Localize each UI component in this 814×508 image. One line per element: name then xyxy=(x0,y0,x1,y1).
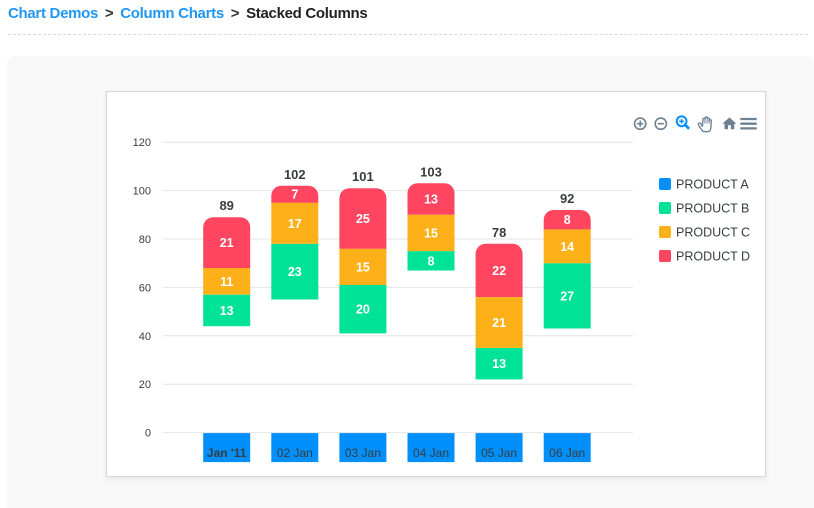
svg-text:27: 27 xyxy=(560,289,574,303)
svg-text:PRODUCT B: PRODUCT B xyxy=(676,201,749,215)
svg-text:40: 40 xyxy=(139,331,151,343)
svg-text:04 Jan: 04 Jan xyxy=(413,446,449,460)
svg-text:21: 21 xyxy=(492,316,506,330)
svg-text:21: 21 xyxy=(220,236,234,250)
svg-text:102: 102 xyxy=(284,167,306,182)
svg-text:15: 15 xyxy=(424,227,438,241)
svg-text:100: 100 xyxy=(133,186,151,198)
svg-text:22: 22 xyxy=(492,264,506,278)
svg-text:101: 101 xyxy=(352,169,374,184)
svg-text:23: 23 xyxy=(288,265,302,279)
svg-text:03 Jan: 03 Jan xyxy=(345,446,381,460)
svg-text:11: 11 xyxy=(220,275,233,289)
svg-text:02 Jan: 02 Jan xyxy=(277,446,313,460)
svg-text:89: 89 xyxy=(219,198,233,213)
svg-text:7: 7 xyxy=(291,188,298,202)
svg-text:92: 92 xyxy=(560,191,574,206)
svg-text:20: 20 xyxy=(356,303,370,317)
svg-text:20: 20 xyxy=(139,379,151,391)
svg-text:15: 15 xyxy=(356,260,370,274)
svg-text:8: 8 xyxy=(564,213,571,227)
svg-text:0: 0 xyxy=(145,428,151,440)
svg-text:06 Jan: 06 Jan xyxy=(549,446,585,460)
svg-text:8: 8 xyxy=(428,254,435,268)
svg-text:120: 120 xyxy=(133,137,151,149)
svg-text:13: 13 xyxy=(492,357,506,371)
svg-text:17: 17 xyxy=(288,217,302,231)
svg-text:78: 78 xyxy=(492,225,506,240)
svg-text:103: 103 xyxy=(420,164,442,179)
svg-text:PRODUCT D: PRODUCT D xyxy=(676,249,750,263)
svg-text:13: 13 xyxy=(424,193,438,207)
svg-text:PRODUCT A: PRODUCT A xyxy=(676,177,749,191)
svg-text:13: 13 xyxy=(220,304,234,318)
svg-text:80: 80 xyxy=(139,234,151,246)
svg-text:PRODUCT C: PRODUCT C xyxy=(676,225,750,239)
svg-text:Jan '11: Jan '11 xyxy=(207,446,247,460)
svg-text:60: 60 xyxy=(139,282,151,294)
svg-text:25: 25 xyxy=(356,212,370,226)
svg-text:14: 14 xyxy=(560,240,574,254)
svg-text:05 Jan: 05 Jan xyxy=(481,446,517,460)
